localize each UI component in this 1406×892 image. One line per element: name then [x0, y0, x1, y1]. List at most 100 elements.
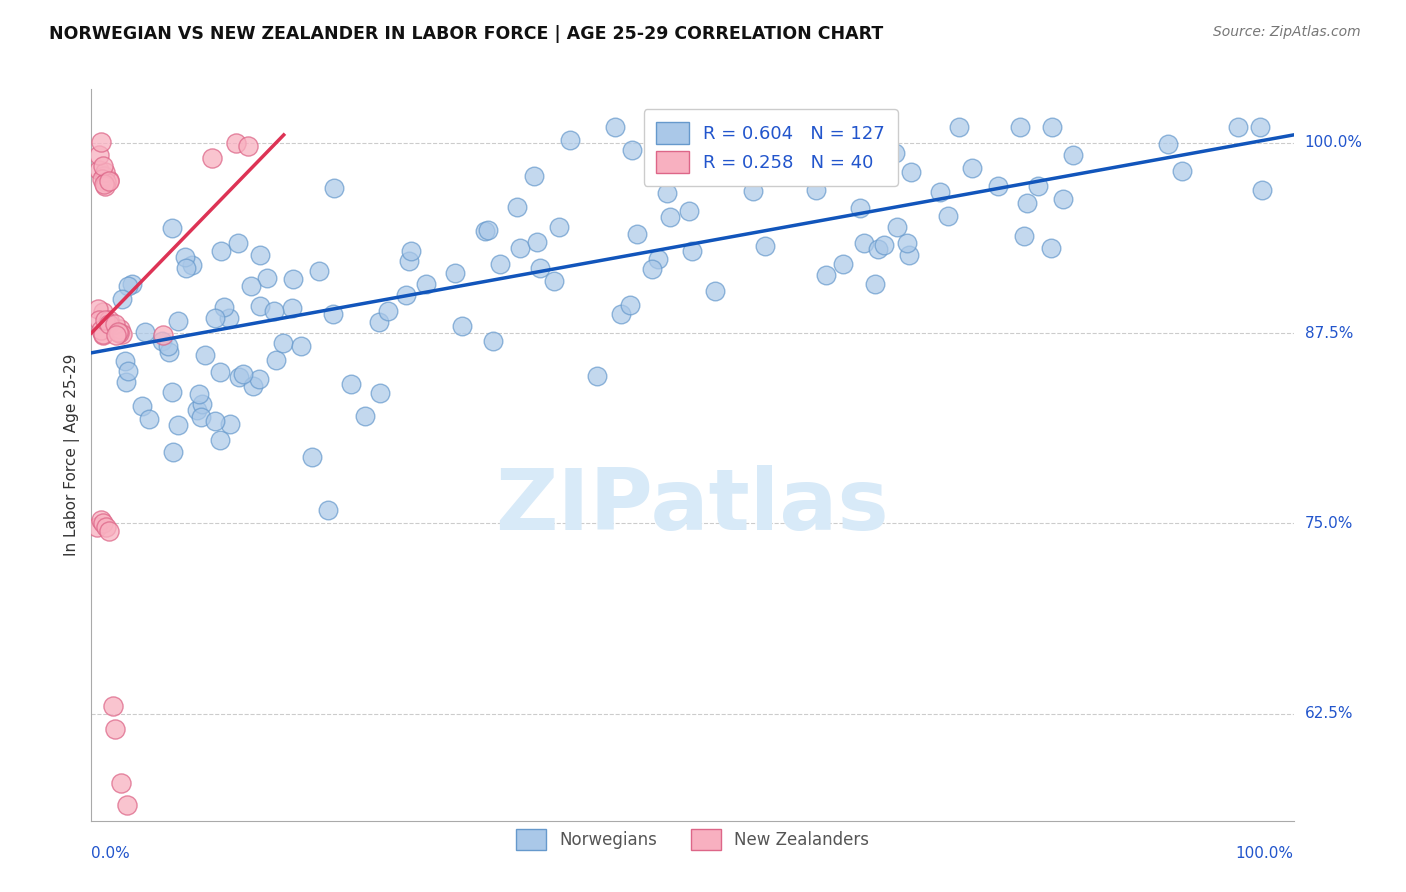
Point	[323, 181, 346, 195]
Point	[134, 325, 156, 339]
Point	[509, 241, 531, 255]
Point	[322, 307, 344, 321]
Point	[401, 244, 423, 259]
Point	[249, 299, 271, 313]
Point	[228, 369, 250, 384]
Point	[208, 365, 231, 379]
Point	[368, 386, 391, 401]
Point	[194, 348, 217, 362]
Point	[111, 326, 134, 341]
Point	[152, 328, 174, 343]
Point	[886, 220, 908, 235]
Point	[107, 325, 129, 339]
Point	[256, 271, 278, 285]
Point	[226, 235, 249, 250]
Point	[110, 775, 132, 789]
Point	[1015, 196, 1038, 211]
Y-axis label: In Labor Force | Age 25-29: In Labor Force | Age 25-29	[65, 354, 80, 556]
Point	[271, 335, 294, 350]
Point	[621, 143, 644, 157]
Point	[626, 227, 648, 241]
Point	[98, 174, 121, 188]
Point	[742, 184, 765, 198]
Point	[115, 375, 138, 389]
Point	[121, 277, 143, 291]
Point	[876, 155, 898, 169]
Point	[929, 185, 952, 199]
Text: 100.0%: 100.0%	[1236, 846, 1294, 861]
Point	[960, 161, 983, 175]
Point	[159, 345, 181, 359]
Point	[1156, 137, 1178, 152]
Point	[641, 261, 664, 276]
Point	[93, 177, 115, 191]
Point	[117, 364, 139, 378]
Point	[101, 699, 124, 714]
Text: 87.5%: 87.5%	[1305, 326, 1353, 341]
Point	[162, 445, 184, 459]
Point	[93, 165, 115, 179]
Point	[204, 414, 226, 428]
Point	[543, 274, 565, 288]
Point	[1039, 242, 1062, 256]
Point	[1226, 120, 1249, 135]
Text: 0.0%: 0.0%	[91, 846, 131, 861]
Point	[93, 516, 115, 531]
Point	[186, 402, 208, 417]
Point	[281, 301, 304, 316]
Point	[93, 313, 115, 327]
Point	[117, 278, 139, 293]
Point	[610, 307, 633, 321]
Point	[111, 292, 134, 306]
Text: 62.5%: 62.5%	[1305, 706, 1353, 722]
Point	[870, 120, 893, 135]
Point	[240, 279, 263, 293]
Point	[848, 201, 870, 215]
Text: Source: ZipAtlas.com: Source: ZipAtlas.com	[1213, 25, 1361, 39]
Point	[131, 399, 153, 413]
Text: NORWEGIAN VS NEW ZEALANDER IN LABOR FORCE | AGE 25-29 CORRELATION CHART: NORWEGIAN VS NEW ZEALANDER IN LABOR FORC…	[49, 25, 883, 43]
Point	[242, 379, 264, 393]
Point	[754, 238, 776, 252]
Point	[191, 397, 214, 411]
Point	[90, 136, 112, 150]
Point	[301, 450, 323, 464]
Text: ZIPatlas: ZIPatlas	[495, 465, 890, 548]
Point	[236, 138, 259, 153]
Point	[105, 328, 128, 343]
Point	[896, 236, 918, 251]
Point	[87, 313, 110, 327]
Point	[548, 219, 571, 234]
Point	[936, 209, 959, 223]
Point	[948, 120, 970, 135]
Point	[209, 433, 232, 447]
Point	[1052, 192, 1074, 206]
Point	[104, 317, 127, 331]
Point	[1026, 178, 1049, 193]
Point	[107, 326, 129, 341]
Point	[90, 513, 112, 527]
Point	[225, 136, 247, 150]
Point	[529, 260, 551, 275]
Point	[110, 322, 132, 336]
Point	[482, 334, 505, 349]
Point	[117, 798, 139, 813]
Point	[619, 297, 641, 311]
Point	[91, 171, 114, 186]
Point	[94, 176, 117, 190]
Point	[398, 253, 420, 268]
Point	[605, 120, 627, 135]
Point	[560, 132, 582, 146]
Point	[91, 327, 114, 342]
Point	[174, 260, 197, 275]
Point	[266, 352, 288, 367]
Point	[308, 263, 330, 277]
Point	[804, 183, 827, 197]
Point	[1062, 148, 1084, 162]
Point	[1251, 183, 1274, 197]
Text: 100.0%: 100.0%	[1305, 135, 1362, 150]
Point	[232, 367, 254, 381]
Legend: Norwegians, New Zealanders: Norwegians, New Zealanders	[509, 822, 876, 856]
Point	[506, 200, 529, 214]
Point	[91, 328, 114, 343]
